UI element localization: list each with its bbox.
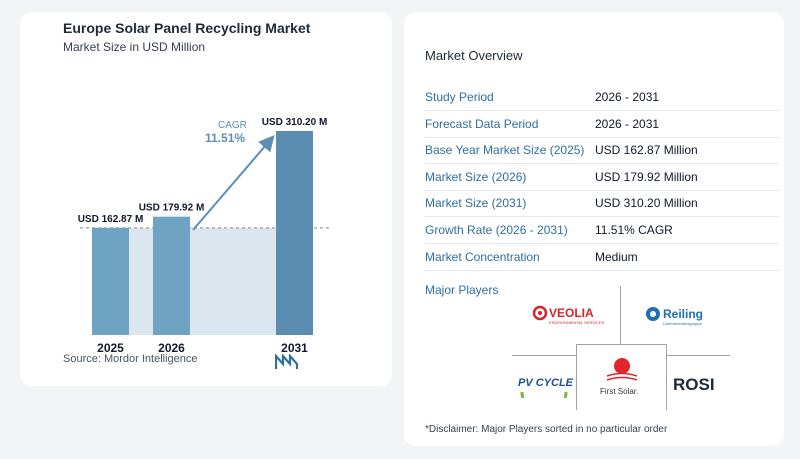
overview-card bbox=[404, 12, 784, 446]
overview-row: Market Size (2026) USD 179.92 Million bbox=[425, 164, 779, 191]
overview-label: Growth Rate (2026 - 2031) bbox=[425, 223, 568, 237]
overview-value: 2026 - 2031 bbox=[595, 116, 660, 131]
divider bbox=[666, 344, 667, 410]
veolia-logo: VEOLIA ENVIRONMENTAL SERVICES bbox=[532, 303, 607, 336]
overview-label: Base Year Market Size (2025) bbox=[425, 143, 585, 158]
overview-label: Market Concentration bbox=[425, 249, 540, 264]
bar-2026 bbox=[153, 216, 190, 335]
overview-label: Study Period bbox=[425, 90, 494, 104]
overview-label: Market Size (2026) bbox=[425, 169, 527, 184]
overview-value: USD 179.92 Million bbox=[595, 169, 698, 184]
divider bbox=[576, 344, 577, 410]
major-players-title: Major Players bbox=[425, 283, 499, 297]
pv-cycle-logo: PV CYCLE bbox=[516, 370, 574, 416]
svg-text:VEOLIA: VEOLIA bbox=[549, 306, 594, 320]
overview-row: Forecast Data Period 2026 - 2031 bbox=[425, 111, 779, 138]
cagr-arrow bbox=[192, 134, 275, 231]
svg-text:ROSI: ROSI bbox=[673, 375, 715, 394]
divider bbox=[512, 355, 576, 356]
overview-row: Market Concentration Medium bbox=[425, 244, 779, 271]
overview-label: Forecast Data Period bbox=[425, 116, 539, 131]
overview-value: USD 162.87 Million bbox=[595, 143, 698, 158]
overview-value: 11.51% CAGR bbox=[595, 223, 673, 237]
chart-subtitle: Market Size in USD Million bbox=[63, 40, 206, 54]
overview-title: Market Overview bbox=[425, 48, 523, 63]
overview-value: 2026 - 2031 bbox=[595, 90, 660, 104]
divider bbox=[620, 286, 621, 344]
data-label: USD 162.87 M bbox=[78, 214, 144, 225]
divider bbox=[666, 355, 730, 356]
mordor-logo-icon bbox=[274, 353, 299, 375]
overview-row: Study Period 2026 - 2031 bbox=[425, 84, 779, 111]
svg-text:Reiling: Reiling bbox=[663, 307, 703, 321]
overview-row: Base Year Market Size (2025) USD 162.87 M… bbox=[425, 137, 779, 165]
svg-text:First Solar.: First Solar. bbox=[600, 387, 638, 396]
overview-value: Medium bbox=[595, 249, 638, 264]
chart-title: Europe Solar Panel Recycling Market bbox=[63, 20, 311, 36]
disclaimer: *Disclaimer: Major Players sorted in no … bbox=[425, 424, 668, 435]
overview-row: Market Size (2031) USD 310.20 Million bbox=[425, 190, 779, 218]
cagr-value: 11.51% bbox=[205, 131, 245, 145]
x-tick-label: 2031 bbox=[281, 341, 308, 355]
reiling-logo: Reiling Unternehmensgruppe bbox=[645, 305, 725, 332]
svg-text:PV CYCLE: PV CYCLE bbox=[518, 377, 574, 389]
overview-label: Market Size (2031) bbox=[425, 196, 527, 211]
bar-2031 bbox=[276, 131, 313, 335]
svg-text:Unternehmensgruppe: Unternehmensgruppe bbox=[663, 321, 702, 326]
x-tick-label: 2025 bbox=[97, 341, 124, 355]
bar-chart: USD 162.87 M 2025 USD 179.92 M 2026 USD 310.… bbox=[78, 117, 330, 355]
rosi-logo: ROSI bbox=[673, 373, 728, 400]
first-solar-logo: First Solar. bbox=[597, 356, 647, 403]
x-tick-label: 2026 bbox=[158, 341, 185, 355]
overview-row: Growth Rate (2026 - 2031) 11.51% CAGR bbox=[425, 217, 779, 244]
divider bbox=[576, 344, 666, 345]
bar-2025 bbox=[92, 227, 129, 335]
svg-text:ENVIRONMENTAL SERVICES: ENVIRONMENTAL SERVICES bbox=[549, 320, 605, 325]
overview-value: USD 310.20 Million bbox=[595, 196, 698, 211]
data-label: USD 310.20 M bbox=[262, 117, 328, 128]
cagr-label: CAGR bbox=[218, 120, 247, 131]
source-note: Source: Mordor Intelligence bbox=[63, 353, 198, 365]
data-label: USD 179.92 M bbox=[139, 203, 205, 214]
